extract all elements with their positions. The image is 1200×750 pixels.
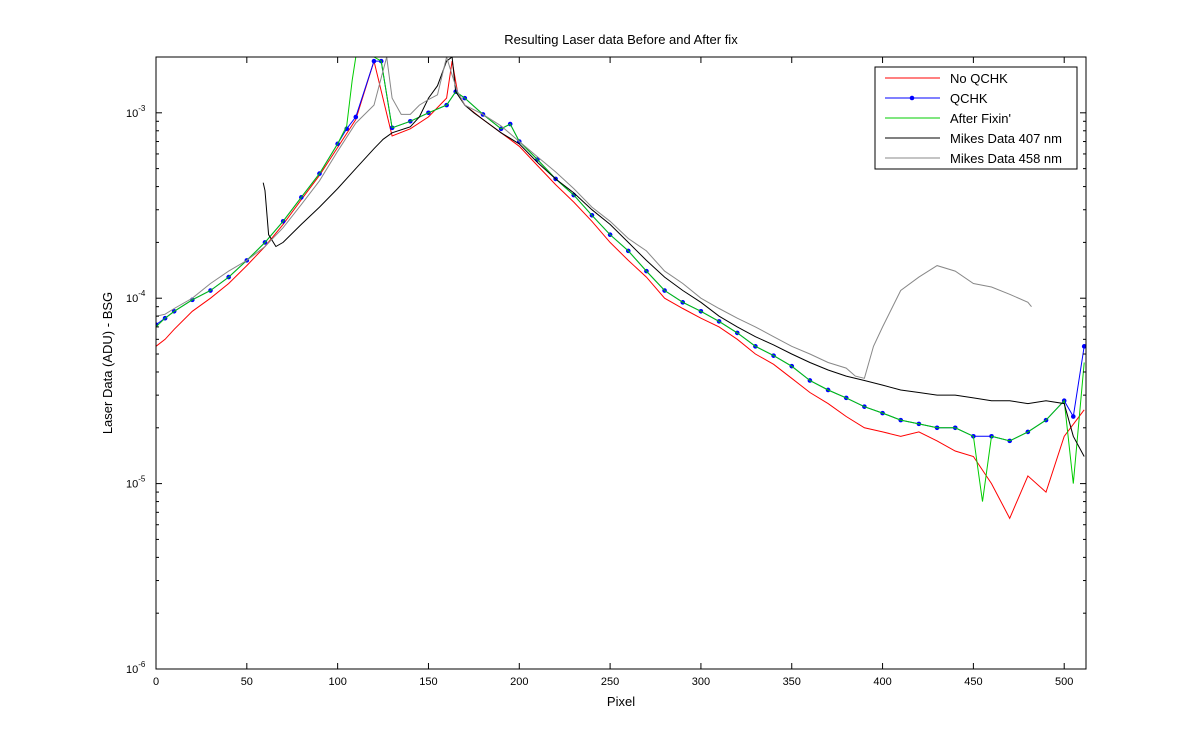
axes-box	[155, 56, 1087, 670]
x-tick-label: 50	[241, 676, 253, 688]
legend[interactable]: No QCHK QCHK After Fixin' Mikes Data 407 nm…	[874, 66, 1078, 170]
x-tick-label: 100	[328, 676, 346, 688]
series-1	[156, 59, 1085, 520]
legend-item-2[interactable]: QCHK	[885, 91, 988, 106]
series-3	[156, 57, 1085, 502]
series-line-1	[156, 59, 1085, 520]
legend-item-5[interactable]: Mikes Data 458 nm	[885, 151, 1062, 166]
x-tick-label: 250	[601, 676, 619, 688]
x-tick-label: 150	[419, 676, 437, 688]
series-point	[371, 58, 377, 64]
legend-label: After Fixin'	[950, 111, 1011, 126]
y-axis-title: Laser Data (ADU) - BSG	[100, 292, 115, 434]
series-layer	[156, 57, 1086, 520]
x-tick-label: 200	[510, 676, 528, 688]
series-point	[1070, 414, 1076, 419]
legend-item-4[interactable]: Mikes Data 407 nm	[885, 131, 1062, 146]
x-tick-label: 450	[964, 676, 982, 688]
x-tick-label: 0	[153, 676, 159, 688]
legend-label: QCHK	[950, 91, 988, 106]
legend-label: Mikes Data 407 nm	[950, 131, 1062, 146]
x-tick-label: 500	[1055, 676, 1073, 688]
series-line-4	[262, 57, 1085, 457]
legend-label: No QCHK	[950, 71, 1008, 86]
x-tick-label: 400	[873, 676, 891, 688]
legend-item-3[interactable]: After Fixin'	[885, 111, 1011, 126]
x-tick-label: 350	[783, 676, 801, 688]
x-tick-label: 300	[692, 676, 710, 688]
legend-label: Mikes Data 458 nm	[950, 151, 1062, 166]
series-line-5	[156, 57, 1032, 379]
series-5	[156, 57, 1032, 379]
series-4	[262, 57, 1085, 457]
chart-title: Resulting Laser data Before and After fi…	[504, 32, 738, 47]
legend-item-1[interactable]: No QCHK	[885, 71, 1008, 86]
series-point	[353, 114, 359, 120]
series-line-3	[156, 57, 1085, 502]
legend-marker	[909, 95, 915, 101]
x-axis-title: Pixel	[607, 694, 635, 709]
series-point	[1081, 344, 1086, 349]
